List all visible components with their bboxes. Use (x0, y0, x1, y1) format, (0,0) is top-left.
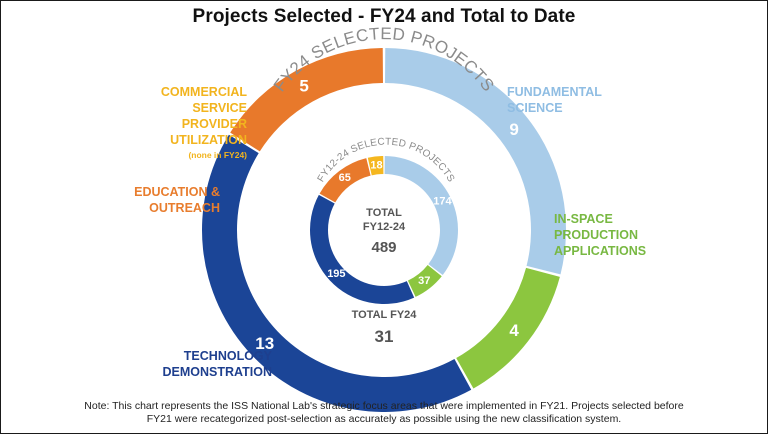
inner-ring-segment (319, 158, 371, 203)
inner-ring-segment (384, 156, 458, 276)
inner-ring-segment (407, 265, 442, 297)
outer-ring: 9 4 13 5 (201, 48, 566, 413)
label-technology-demonstration: TECHNOLOGY DEMONSTRATION (150, 348, 273, 380)
outer-segment-value: 5 (299, 77, 308, 96)
outer-total-label: TOTAL FY24 (352, 309, 418, 321)
outer-segment-value: 9 (509, 120, 518, 139)
chart-title: Projects Selected - FY24 and Total to Da… (192, 6, 576, 27)
outer-ring-segment (456, 267, 560, 389)
label-education-outreach: EDUCATION & OUTREACH (110, 184, 220, 216)
inner-total-label-1: TOTAL (366, 207, 402, 219)
inner-total-value: 489 (371, 239, 396, 256)
label-isp-line-3: APPLICATIONS (554, 244, 647, 258)
label-edu-line-1: EDUCATION & (134, 185, 220, 199)
inner-ring-segment (367, 156, 384, 176)
outer-ring-segment (201, 134, 472, 413)
outer-ring-segment (230, 48, 383, 152)
label-commercial-service-provider: COMMERCIAL SERVICE PROVIDER UTILIZATION … (150, 84, 247, 161)
inner-segment-value: 195 (327, 268, 345, 280)
outer-segment-value: 4 (509, 321, 519, 340)
label-in-space-production: IN-SPACE PRODUCTION APPLICATIONS (554, 211, 664, 259)
inner-ring-segment (310, 194, 415, 304)
label-cspu-line-3: UTILIZATION (170, 133, 247, 147)
label-isp-line-1: IN-SPACE (554, 212, 613, 226)
label-edu-line-2: OUTREACH (149, 201, 220, 215)
outer-segment-value: 13 (255, 334, 274, 353)
inner-ring: 174 37 195 65 18 (310, 156, 458, 304)
outer-ring-segment (385, 48, 566, 275)
label-tech-line-2: DEMONSTRATION (162, 365, 273, 379)
chart-note: Note: This chart represents the ISS Nati… (84, 400, 684, 425)
inner-segment-value: 18 (370, 159, 382, 171)
label-fund-line-1: FUNDAMENTAL (507, 85, 602, 99)
label-cspu-line-1: COMMERCIAL (160, 85, 247, 99)
outer-total-value: 31 (375, 327, 394, 346)
label-fund-line-2: SCIENCE (507, 101, 563, 115)
label-tech-line-1: TECHNOLOGY (183, 349, 272, 363)
inner-segment-value: 37 (418, 275, 430, 287)
label-cspu-line-2: SERVICE PROVIDER (181, 101, 247, 131)
label-fundamental-science: FUNDAMENTAL SCIENCE (507, 84, 627, 116)
inner-total-label-2: FY12-24 (363, 221, 406, 233)
inner-segment-value: 174 (433, 196, 452, 208)
inner-segment-value: 65 (339, 172, 351, 184)
label-isp-line-2: PRODUCTION (554, 228, 639, 242)
label-cspu-note: (none in FY24) (188, 150, 247, 160)
